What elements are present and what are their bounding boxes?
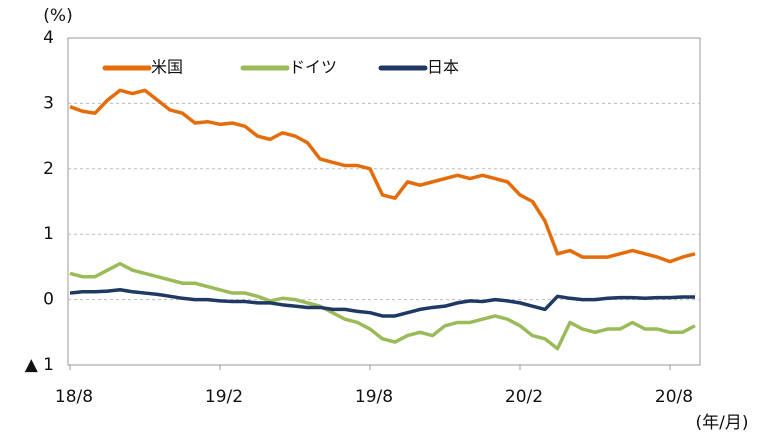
x-tick-label: 18/8 [55,387,93,407]
series-line [69,288,695,318]
plot-frame [67,37,701,366]
y-unit: (%) [43,6,72,26]
y-tick-label: 3 [43,93,54,113]
y-tick-label: 2 [43,159,54,179]
x-tick-label: 19/8 [355,387,393,407]
x-tick-label: 20/8 [655,387,693,407]
y-tick-label: 0 [43,290,54,310]
legend-label: ドイツ [289,58,337,77]
legend-label: 米国 [151,58,183,77]
legend: 米国 ドイツ 日本 [102,58,459,77]
series-line [69,88,696,264]
x-tick-label: 20/2 [505,387,543,407]
y-tick-label: 4 [43,28,54,48]
legend-label: 日本 [427,58,459,77]
x-tick-label: 19/2 [205,387,243,407]
y-tick-label: ▲ 1 [25,355,54,375]
x-unit: (年/月) [696,413,749,433]
y-tick-label: 1 [43,224,54,244]
series-line [69,261,696,351]
